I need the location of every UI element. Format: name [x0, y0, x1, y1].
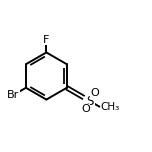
Text: S: S	[86, 95, 94, 108]
Text: F: F	[43, 35, 50, 45]
Text: CH₃: CH₃	[101, 102, 120, 112]
Text: Br: Br	[7, 90, 20, 100]
Text: O: O	[81, 104, 90, 114]
Text: O: O	[91, 88, 99, 98]
